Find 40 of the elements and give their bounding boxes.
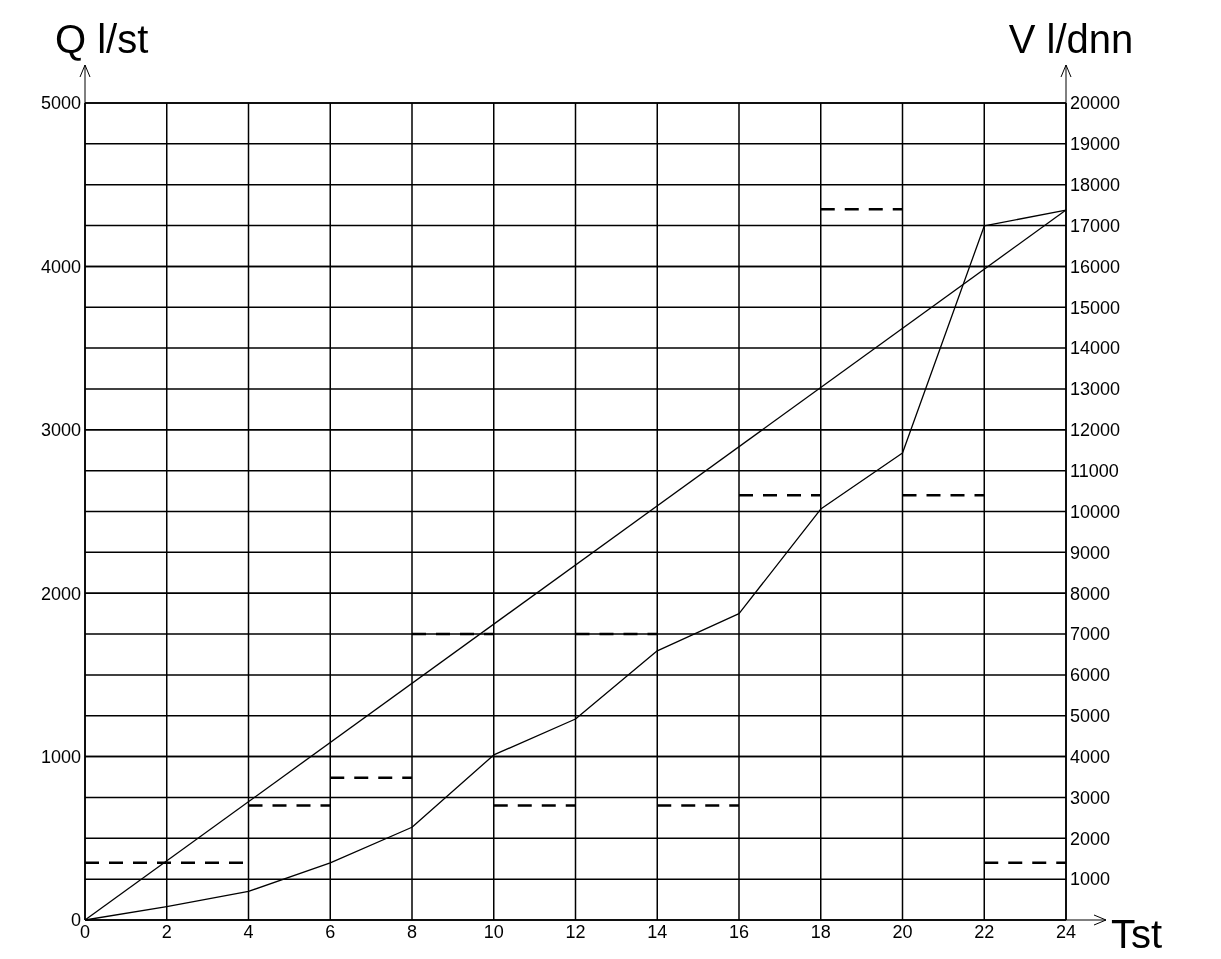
y-tick-label: 3000	[40, 420, 81, 441]
y2-tick-label: 9000	[1070, 542, 1111, 563]
y2-tick-label: 10000	[1070, 501, 1121, 522]
x-tick-label: 24	[1055, 922, 1077, 942]
y-tick-label: 5000	[40, 93, 81, 114]
y-tick-label: 1000	[40, 746, 81, 767]
x-axis-title: Tst	[1111, 912, 1163, 956]
y2-tick-label: 6000	[1070, 665, 1111, 686]
y2-tick-label: 13000	[1070, 379, 1121, 400]
x-tick-label: 2	[161, 922, 172, 942]
y2-tick-label: 20000	[1070, 93, 1121, 114]
x-tick-label: 6	[325, 922, 336, 942]
y2-tick-label: 18000	[1070, 175, 1121, 195]
y-tick-label: 2000	[40, 583, 81, 604]
y2-tick-label: 15000	[1070, 297, 1121, 318]
y2-tick-label: 16000	[1070, 256, 1121, 277]
x-tick-label: 10	[483, 922, 504, 942]
y-axis-title: Q l/st	[55, 17, 149, 61]
y2-tick-label: 3000	[1070, 787, 1111, 808]
y2-tick-label: 4000	[1070, 746, 1111, 767]
y2-tick-label: 17000	[1070, 215, 1121, 236]
x-tick-label: 18	[810, 922, 831, 942]
y2-tick-label: 8000	[1070, 583, 1111, 604]
y2-tick-label: 11000	[1070, 460, 1119, 481]
y2-tick-label: 19000	[1070, 134, 1121, 155]
y2-tick-label: 14000	[1070, 338, 1121, 359]
y2-tick-label: 1000	[1070, 869, 1111, 890]
x-tick-label: 8	[406, 922, 418, 942]
y-tick-label: 4000	[40, 256, 81, 277]
x-tick-label: 14	[647, 922, 668, 942]
y2-axis-title: V l/dnn	[1008, 17, 1134, 61]
y2-tick-label: 12000	[1070, 420, 1121, 441]
y2-tick-label: 7000	[1070, 624, 1111, 645]
y2-tick-label: 5000	[1070, 706, 1111, 727]
x-tick-label: 20	[892, 922, 913, 942]
x-tick-label: 12	[565, 922, 586, 942]
x-tick-label: 16	[728, 922, 750, 942]
x-tick-label: 22	[974, 922, 995, 942]
y2-tick-label: 2000	[1070, 828, 1111, 849]
x-tick-label: 4	[243, 922, 254, 942]
